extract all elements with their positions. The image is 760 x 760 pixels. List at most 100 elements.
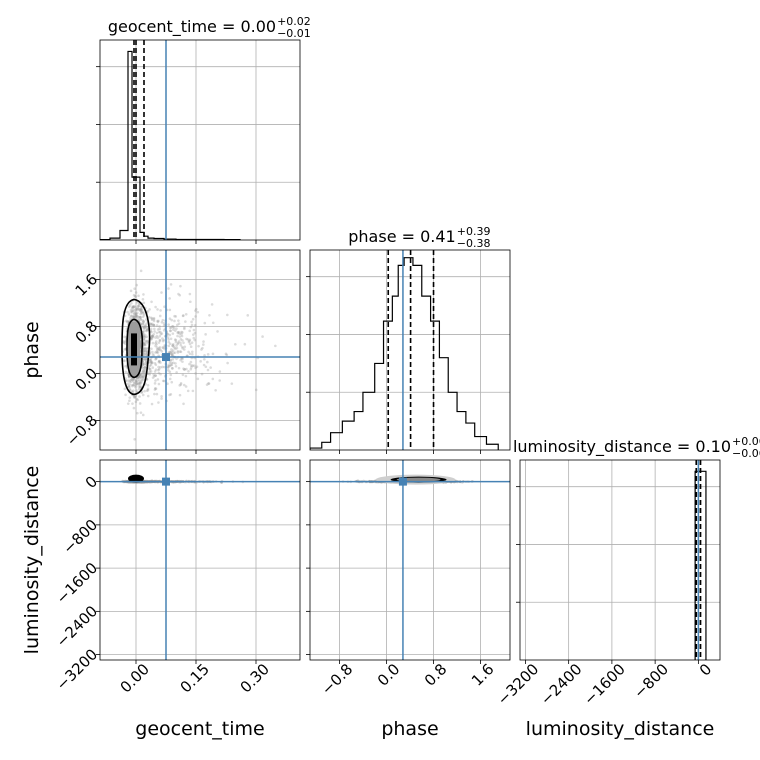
sample-point <box>139 385 142 389</box>
sample-point <box>129 289 133 293</box>
sample-point <box>143 349 147 352</box>
sample-point <box>174 338 178 342</box>
sample-point <box>157 347 161 350</box>
sample-point <box>175 346 179 350</box>
sample-point <box>134 295 137 299</box>
sample-point <box>151 334 154 338</box>
sample-point <box>137 381 141 385</box>
sample-point <box>158 335 161 338</box>
sample-point <box>142 329 146 333</box>
sample-point <box>133 316 137 320</box>
sample-point <box>142 341 146 345</box>
x-axis-label-luminosity_distance: luminosity_distance <box>526 718 715 740</box>
sample-point <box>140 374 144 378</box>
sample-point <box>124 364 127 368</box>
sample-point <box>180 357 183 360</box>
sample-point <box>134 384 137 387</box>
sample-point <box>142 375 145 378</box>
sample-point <box>176 341 180 345</box>
y-tick-label: −800 <box>59 516 101 558</box>
sample-point <box>141 371 145 374</box>
sample-point <box>178 293 182 297</box>
sample-point <box>191 352 194 356</box>
sample-point <box>216 330 219 333</box>
sample-point <box>140 376 143 380</box>
sample-point <box>147 315 151 319</box>
sample-point <box>136 398 140 402</box>
sample-point <box>133 294 137 298</box>
sample-point <box>167 340 171 344</box>
sample-point <box>143 368 147 372</box>
sample-point <box>157 382 161 386</box>
sample-point <box>207 382 210 385</box>
sample-point <box>162 346 165 350</box>
sample-point <box>138 381 142 385</box>
sample-point <box>151 353 155 356</box>
sample-point <box>140 310 143 314</box>
sample-point <box>124 393 127 397</box>
sample-point <box>168 342 172 346</box>
sample-point <box>153 388 157 391</box>
sample-point <box>134 385 137 389</box>
sample-point <box>136 315 139 318</box>
sample-point <box>128 399 131 403</box>
sample-point <box>154 374 157 377</box>
sample-point <box>185 367 188 371</box>
sample-point <box>148 373 152 376</box>
sample-point <box>169 352 173 356</box>
x-tick-label: −3200 <box>494 660 543 709</box>
scatter-panel-phase-luminosity_distance <box>306 459 511 664</box>
sample-point <box>169 393 173 396</box>
sample-point <box>133 312 136 316</box>
sample-point <box>145 339 149 343</box>
sample-point <box>206 368 210 372</box>
sample-point <box>150 334 154 338</box>
sample-point <box>144 357 148 361</box>
sample-point <box>246 314 250 317</box>
sample-point <box>153 330 156 333</box>
y-tick-label: −0.8 <box>63 411 101 449</box>
sample-point <box>139 309 142 312</box>
sample-point <box>130 390 134 393</box>
sample-point <box>155 331 159 335</box>
sample-point <box>136 376 139 380</box>
sample-point <box>196 310 200 314</box>
sample-point <box>144 325 147 328</box>
sample-point <box>143 389 146 393</box>
sample-point <box>158 314 162 318</box>
sample-point <box>135 380 138 383</box>
sample-point <box>145 353 149 356</box>
sample-point <box>129 316 132 320</box>
sample-point <box>134 314 138 318</box>
sample-point <box>156 319 159 323</box>
sample-point <box>140 309 143 312</box>
sample-point <box>156 351 160 354</box>
sample-point <box>157 319 160 323</box>
sample-point <box>145 352 148 356</box>
sample-point <box>200 372 204 376</box>
sample-point <box>162 379 166 383</box>
sample-point <box>141 363 145 366</box>
sample-point <box>141 325 145 329</box>
sample-point <box>187 340 191 344</box>
truth-marker <box>162 353 170 362</box>
sample-point <box>136 307 139 311</box>
sample-point <box>161 339 165 343</box>
sample-point <box>156 347 160 351</box>
sample-point <box>146 327 149 331</box>
contour-inner <box>126 318 144 379</box>
sample-point <box>130 380 133 384</box>
x-tick-label: 0 <box>696 660 715 679</box>
sample-point <box>179 383 183 386</box>
sample-point <box>131 402 134 405</box>
sample-point <box>139 411 143 414</box>
sample-point <box>171 366 174 370</box>
sample-point <box>143 335 146 339</box>
sample-point <box>142 338 146 341</box>
sample-point <box>168 333 172 337</box>
sample-point <box>161 337 164 340</box>
sample-point <box>134 313 138 317</box>
sample-point <box>153 370 157 373</box>
histogram-phase <box>310 257 499 450</box>
sample-point <box>176 323 179 327</box>
